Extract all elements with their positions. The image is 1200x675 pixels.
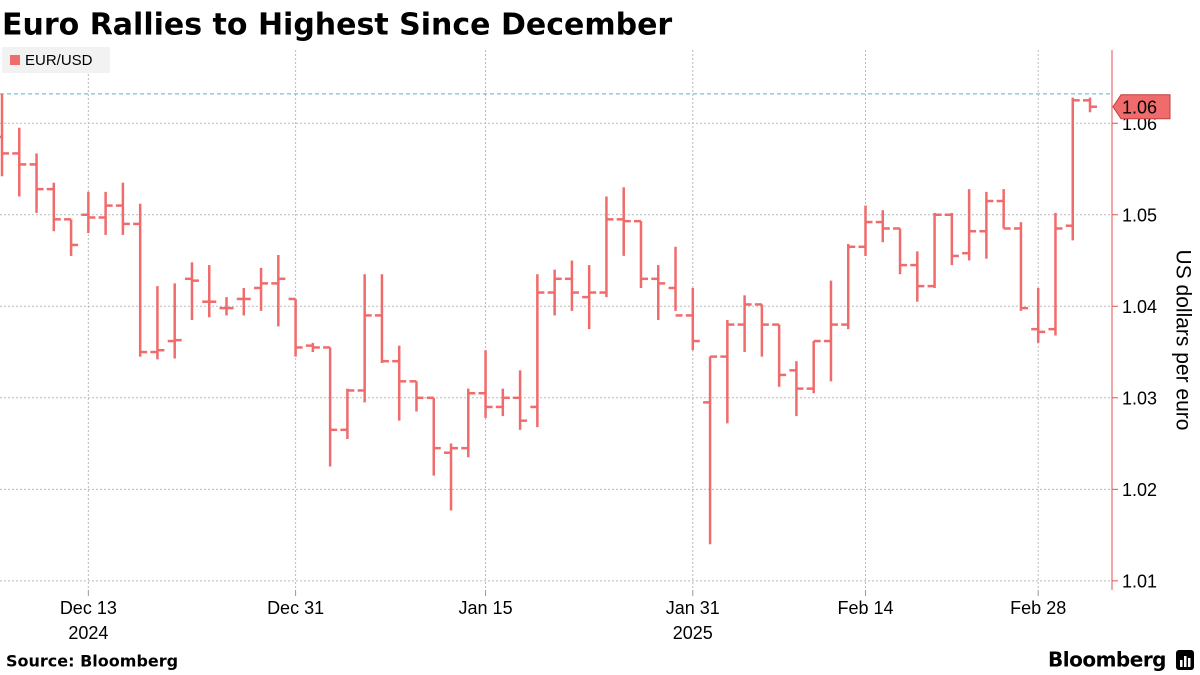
ohlc-bar: [1031, 287, 1046, 343]
y-tick-label: 1.01: [1122, 572, 1157, 592]
ohlc-bar: [530, 274, 545, 428]
ohlc-bar: [288, 297, 303, 357]
ohlc-bar: [254, 267, 269, 311]
ohlc-bar: [167, 283, 182, 359]
ohlc-bar: [444, 443, 459, 511]
ohlc-bar: [1013, 222, 1028, 311]
ohlc-bar: [841, 244, 856, 330]
ohlc-bar: [910, 251, 925, 302]
ohlc-bar: [426, 396, 441, 476]
ohlc-bar: [979, 191, 994, 259]
ohlc-bar: [115, 182, 130, 235]
ohlc-bar: [340, 388, 355, 439]
ohlc-bar: [893, 227, 908, 275]
y-tick-label: 1.02: [1122, 480, 1157, 500]
ohlc-bar: [685, 287, 700, 351]
ohlc-bar: [133, 203, 148, 357]
ohlc-bar: [599, 196, 614, 298]
y-tick-label: 1.03: [1122, 389, 1157, 409]
legend-swatch: [10, 55, 20, 65]
x-tick-label: Dec 13: [60, 598, 117, 618]
ohlc-bar: [12, 127, 27, 197]
chart-title: Euro Rallies to Highest Since December: [2, 8, 672, 43]
ohlc-bar: [875, 210, 890, 243]
y-axis-label: US dollars per euro: [1171, 250, 1194, 431]
ohlc-bar: [184, 262, 199, 320]
ohlc-bar: [46, 182, 61, 232]
ohlc-bar: [1083, 97, 1098, 113]
brand-icon: [1176, 650, 1194, 670]
x-tick-label: Feb 14: [837, 598, 893, 618]
ohlc-bar: [478, 350, 493, 418]
ohlc-bar: [944, 212, 959, 266]
ohlc-bar: [392, 345, 407, 421]
ohlc-bar: [564, 260, 579, 311]
ohlc-bar: [461, 388, 476, 458]
source: Source: Bloomberg: [6, 652, 178, 671]
ohlc-bar: [633, 219, 648, 288]
ohlc-bar: [0, 93, 9, 177]
ohlc-bar: [513, 370, 528, 430]
ohlc-bar: [64, 218, 79, 256]
ohlc-bar: [495, 388, 510, 417]
ohlc-bar: [202, 265, 217, 318]
y-tick-label: 1.04: [1122, 297, 1157, 317]
last-value-label: 1.06: [1122, 97, 1157, 117]
ohlc-bar: [305, 342, 320, 353]
ohlc-bar: [789, 361, 804, 417]
ohlc-bar: [29, 153, 44, 213]
x-year-label: 2025: [673, 623, 713, 643]
ohlc-bar: [219, 297, 234, 316]
ohlc-bar: [582, 265, 597, 330]
ohlc-bar: [616, 187, 631, 256]
ohlc-bar: [357, 274, 372, 403]
x-year-label: 2024: [68, 623, 108, 643]
x-tick-label: Feb 28: [1010, 598, 1066, 618]
ohlc-bar: [547, 269, 562, 316]
ohlc-bar: [703, 355, 718, 545]
ohlc-bar: [806, 339, 821, 394]
ohlc-bar: [858, 205, 873, 256]
y-tick-label: 1.05: [1122, 205, 1157, 225]
x-tick-label: Jan 15: [459, 598, 513, 618]
x-tick-label: Dec 31: [267, 598, 324, 618]
ohlc-bar: [271, 255, 286, 327]
ohlc-bar: [1065, 97, 1080, 241]
ohlc-bar: [81, 191, 96, 234]
ohlc-bar: [651, 265, 666, 320]
ohlc-bar: [927, 212, 942, 288]
ohlc-bar: [962, 189, 977, 261]
last-value-tag: [1112, 94, 1171, 120]
ohlc-bar: [668, 246, 683, 317]
x-tick-label: Jan 31: [666, 598, 720, 618]
ohlc-bar: [236, 287, 251, 316]
ohlc-bar: [98, 191, 113, 235]
ohlc-bar: [772, 323, 787, 387]
ohlc-bar: [409, 380, 424, 412]
ohlc-bar: [1048, 212, 1063, 336]
ohlc-bar: [150, 286, 165, 360]
ohlc-bar: [374, 274, 389, 364]
ohlc-bar: [996, 189, 1011, 230]
ohlc-bar: [720, 320, 735, 424]
ohlc-bar: [754, 303, 769, 357]
ohlc-bar: [823, 280, 838, 382]
ohlc-bar: [323, 346, 338, 467]
brand-logo: Bloomberg: [1048, 648, 1166, 672]
ohlc-bar: [737, 295, 752, 353]
legend-label: EUR/USD: [25, 52, 93, 69]
